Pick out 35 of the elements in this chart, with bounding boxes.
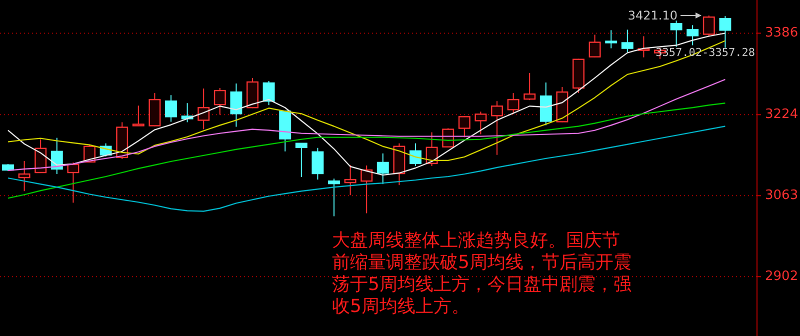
candlestick: [360, 164, 373, 214]
candlestick: [18, 160, 30, 192]
y-tick-label: 3224: [765, 107, 798, 122]
candlestick: [230, 82, 242, 128]
candlestick: [491, 100, 503, 156]
candlestick: [67, 162, 80, 204]
candlestick: [132, 105, 144, 126]
candlestick: [524, 72, 536, 101]
candlestick: [328, 178, 340, 217]
line-series: [7, 126, 726, 212]
candlestick: [458, 116, 470, 138]
candlestick: [214, 88, 226, 116]
candlestick: [344, 164, 356, 196]
y-tick-label: 3063: [765, 188, 798, 204]
candlestick: [670, 20, 682, 48]
annotation: 大盘周线整体上涨趋势良好。国庆节前缩量调整跌破5周均线，节后高开震荡于5周均线上方，今日盘中剧震，强收5周均线上方。: [332, 230, 632, 318]
y-tick-label: 2902: [765, 269, 798, 284]
candlestick: [621, 29, 634, 53]
candlestick: [410, 142, 422, 166]
candlestick: [605, 30, 618, 49]
candlestick: [165, 94, 177, 122]
candlestick: [588, 34, 601, 58]
candlestick: [686, 24, 699, 46]
candlestick: [198, 88, 210, 130]
candlestick: [719, 16, 732, 48]
candlestick: [702, 15, 715, 38]
line-series: [7, 102, 726, 199]
candlestick: [474, 111, 487, 135]
candlestick: [312, 147, 324, 180]
candlestick: [507, 92, 520, 114]
y-tick-label: 3386: [765, 26, 798, 41]
candlestick: [376, 152, 389, 185]
candlestick: [262, 80, 275, 106]
annotation: 3421.10: [628, 8, 678, 23]
candlestick: [295, 142, 308, 178]
